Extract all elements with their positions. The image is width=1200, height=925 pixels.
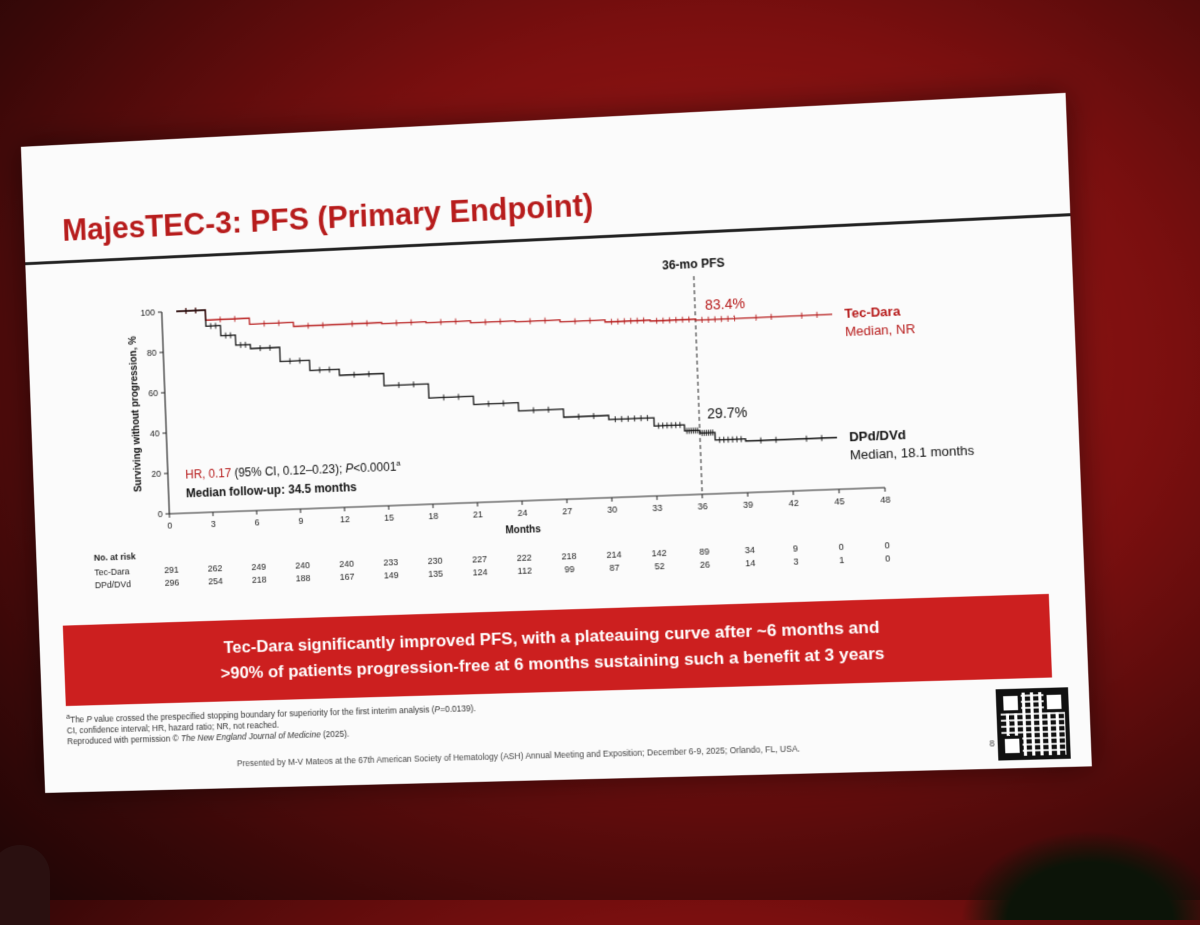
risk-value: 222 [517, 552, 532, 563]
risk-value: 3 [793, 556, 799, 566]
risk-value: 214 [606, 549, 621, 560]
risk-table-header: No. at risk [94, 551, 136, 562]
risk-value: 52 [654, 561, 664, 572]
risk-value: 14 [745, 558, 756, 569]
risk-value: 227 [472, 554, 487, 565]
x-tick-label: 9 [298, 516, 303, 526]
risk-value: 230 [428, 556, 443, 567]
risk-value: 34 [745, 545, 756, 556]
x-tick-label: 24 [517, 508, 527, 518]
x-tick-label: 21 [473, 509, 483, 519]
risk-value: 89 [699, 546, 710, 557]
y-axis [162, 312, 170, 514]
x-tick-label: 30 [607, 504, 617, 515]
risk-value: 0 [838, 542, 844, 552]
series-line-tec-dara [176, 282, 832, 343]
hr-superscript: a [396, 459, 401, 468]
series-label: DPd/DVd [849, 427, 906, 445]
x-tick-label: 3 [211, 519, 216, 529]
risk-value: 296 [165, 577, 180, 587]
y-tick-label: 100 [140, 307, 155, 318]
risk-value: 124 [472, 567, 487, 578]
risk-value: 26 [700, 559, 711, 570]
page-number: 8 [989, 738, 995, 748]
risk-value: 188 [296, 573, 311, 584]
x-tick-label: 27 [562, 506, 572, 516]
audience-silhouette [0, 845, 50, 925]
risk-row-label: DPd/DVd [95, 579, 131, 590]
risk-value: 0 [885, 553, 891, 563]
risk-value: 112 [517, 565, 532, 576]
risk-value: 0 [884, 540, 890, 550]
x-axis-label: Months [505, 524, 541, 536]
risk-value: 291 [164, 565, 179, 575]
stage-plant [960, 830, 1200, 920]
hazard-ratio-text: HR, 0.17 (95% CI, 0.12–0.23); P<0.0001a [185, 459, 402, 482]
series-median: Median, 18.1 months [850, 442, 975, 462]
risk-value: 1 [839, 555, 845, 565]
x-tick-label: 12 [340, 514, 350, 524]
tec-dara-36mo-pct: 83.4% [705, 295, 746, 313]
y-tick-label: 60 [148, 388, 158, 398]
risk-value: 254 [208, 576, 223, 586]
series-median: Median, NR [845, 321, 916, 339]
risk-value: 240 [339, 559, 354, 570]
reference-line-label: 36-mo PFS [662, 255, 725, 272]
risk-value: 135 [428, 568, 443, 579]
y-tick-label: 0 [158, 509, 163, 519]
x-tick-label: 33 [652, 503, 662, 514]
risk-value: 9 [793, 543, 799, 553]
risk-value: 142 [651, 548, 667, 559]
qr-code-icon[interactable] [996, 687, 1071, 760]
x-tick-label: 18 [428, 511, 438, 521]
x-tick-label: 6 [254, 517, 259, 527]
risk-value: 149 [384, 570, 399, 581]
series-label: Tec-Dara [844, 303, 901, 321]
hr-part: HR, 0.17 [185, 466, 231, 482]
x-tick-label: 45 [834, 496, 845, 507]
x-tick-label: 48 [880, 494, 891, 505]
risk-value: 218 [252, 574, 267, 584]
risk-value: 167 [340, 571, 355, 582]
risk-value: 262 [208, 563, 223, 573]
risk-value: 233 [383, 557, 398, 568]
hr-part: (95% CI, 0.12–0.23); [231, 462, 346, 480]
hr-part: <0.0001 [353, 460, 397, 476]
risk-row-label: Tec-Dara [94, 566, 129, 577]
x-tick-label: 42 [788, 498, 799, 509]
y-tick-label: 40 [150, 428, 160, 438]
y-axis-label: Surviving without progression, % [128, 336, 145, 493]
x-tick-label: 36 [697, 501, 708, 512]
y-tick-label: 80 [147, 348, 157, 358]
reference-line-36mo [694, 276, 702, 494]
presenter-footer: Presented by M-V Mateos at the 67th Amer… [237, 743, 801, 768]
risk-value: 249 [251, 562, 266, 573]
x-tick-label: 15 [384, 512, 394, 522]
risk-value: 218 [561, 551, 576, 562]
risk-value: 240 [295, 560, 310, 571]
median-followup-text: Median follow-up: 34.5 months [186, 480, 358, 500]
risk-value: 99 [564, 564, 574, 574]
risk-value: 87 [609, 562, 619, 572]
dpd-dvd-36mo-pct: 29.7% [707, 404, 748, 422]
x-tick-label: 39 [743, 499, 754, 510]
y-tick-label: 20 [151, 469, 161, 479]
x-tick-label: 0 [167, 520, 172, 530]
